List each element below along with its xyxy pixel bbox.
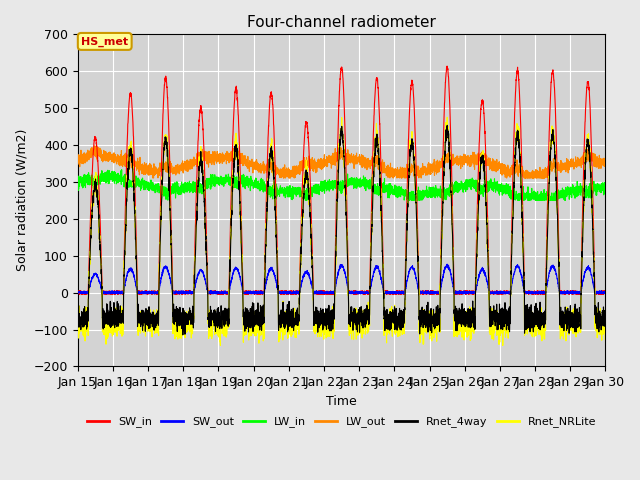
Y-axis label: Solar radiation (W/m2): Solar radiation (W/m2) — [15, 129, 28, 271]
Title: Four-channel radiometer: Four-channel radiometer — [247, 15, 436, 30]
Text: HS_met: HS_met — [81, 36, 128, 47]
Legend: SW_in, SW_out, LW_in, LW_out, Rnet_4way, Rnet_NRLite: SW_in, SW_out, LW_in, LW_out, Rnet_4way,… — [83, 412, 601, 432]
X-axis label: Time: Time — [326, 395, 357, 408]
